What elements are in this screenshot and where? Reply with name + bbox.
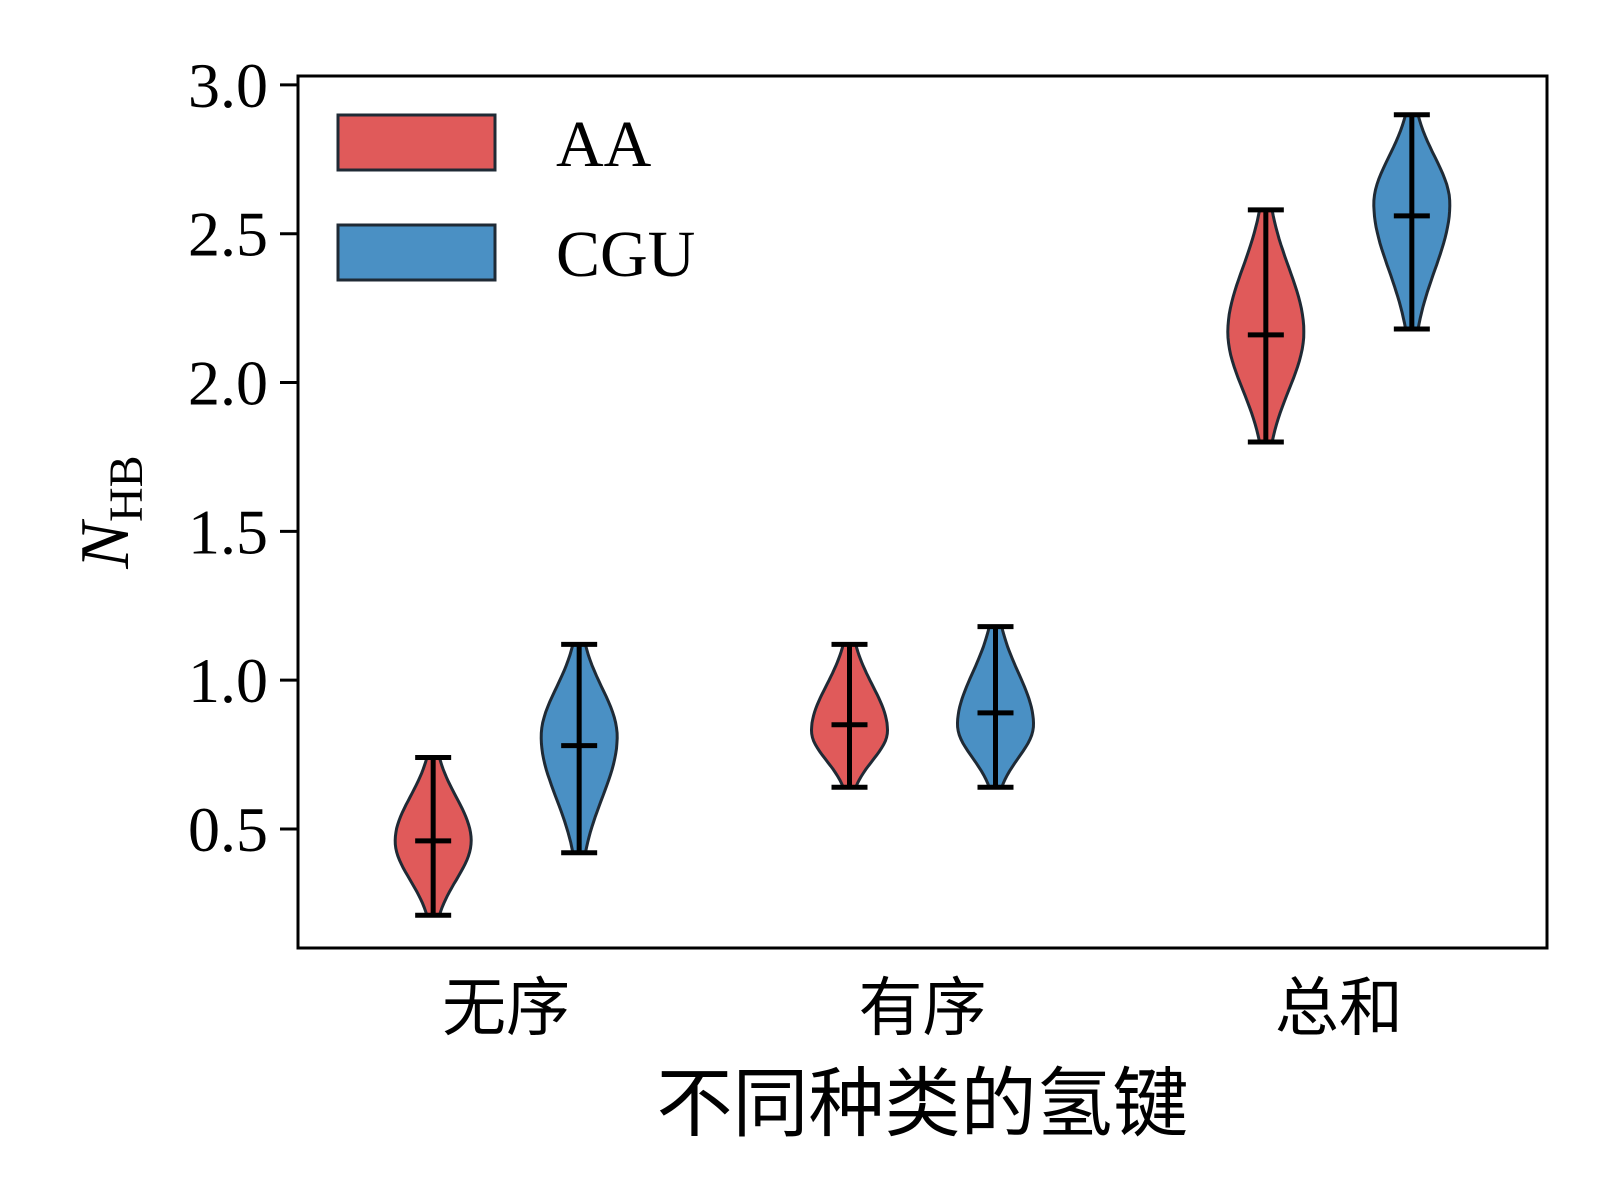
y-tick-label: 3.0 — [188, 50, 268, 121]
legend-label-CGU: CGU — [556, 218, 695, 291]
x-tick-label: 有序 — [859, 972, 987, 1046]
violin-AA-3 — [1226, 207, 1306, 445]
x-axis-label: 不同种类的氢键 — [657, 1059, 1189, 1148]
violins-layer — [393, 112, 1452, 918]
y-axis-label: NHB — [67, 455, 153, 569]
y-axis-label-main: N — [67, 519, 144, 570]
x-tick-label: 总和 — [1275, 972, 1403, 1046]
plot-area-frame — [296, 74, 1549, 950]
y-tick-label: 2.0 — [188, 348, 268, 419]
y-axis-label-subscript: HB — [100, 455, 153, 522]
y-tick-label: 0.5 — [188, 794, 268, 865]
violin-AA-2 — [809, 641, 890, 790]
x-tick-label: 无序 — [442, 972, 570, 1046]
x-axis: 无序 有序 总和 — [442, 972, 1403, 1046]
legend-swatch-AA — [336, 113, 497, 172]
violin-CGU-1 — [539, 641, 619, 856]
y-tick-label: 1.5 — [188, 496, 268, 567]
legend-label-AA: AA — [556, 108, 652, 181]
violin-CGU-2 — [955, 624, 1036, 790]
y-tick-label: 1.0 — [188, 645, 268, 716]
violin-CGU-3 — [1372, 112, 1452, 332]
violin-AA-1 — [393, 755, 473, 918]
legend-swatch-CGU — [336, 223, 497, 282]
y-tick-label: 2.5 — [188, 199, 268, 270]
legend: AA CGU — [336, 108, 695, 291]
y-axis: 0.5 1.0 1.5 2.0 2.5 3.0 — [188, 50, 298, 865]
